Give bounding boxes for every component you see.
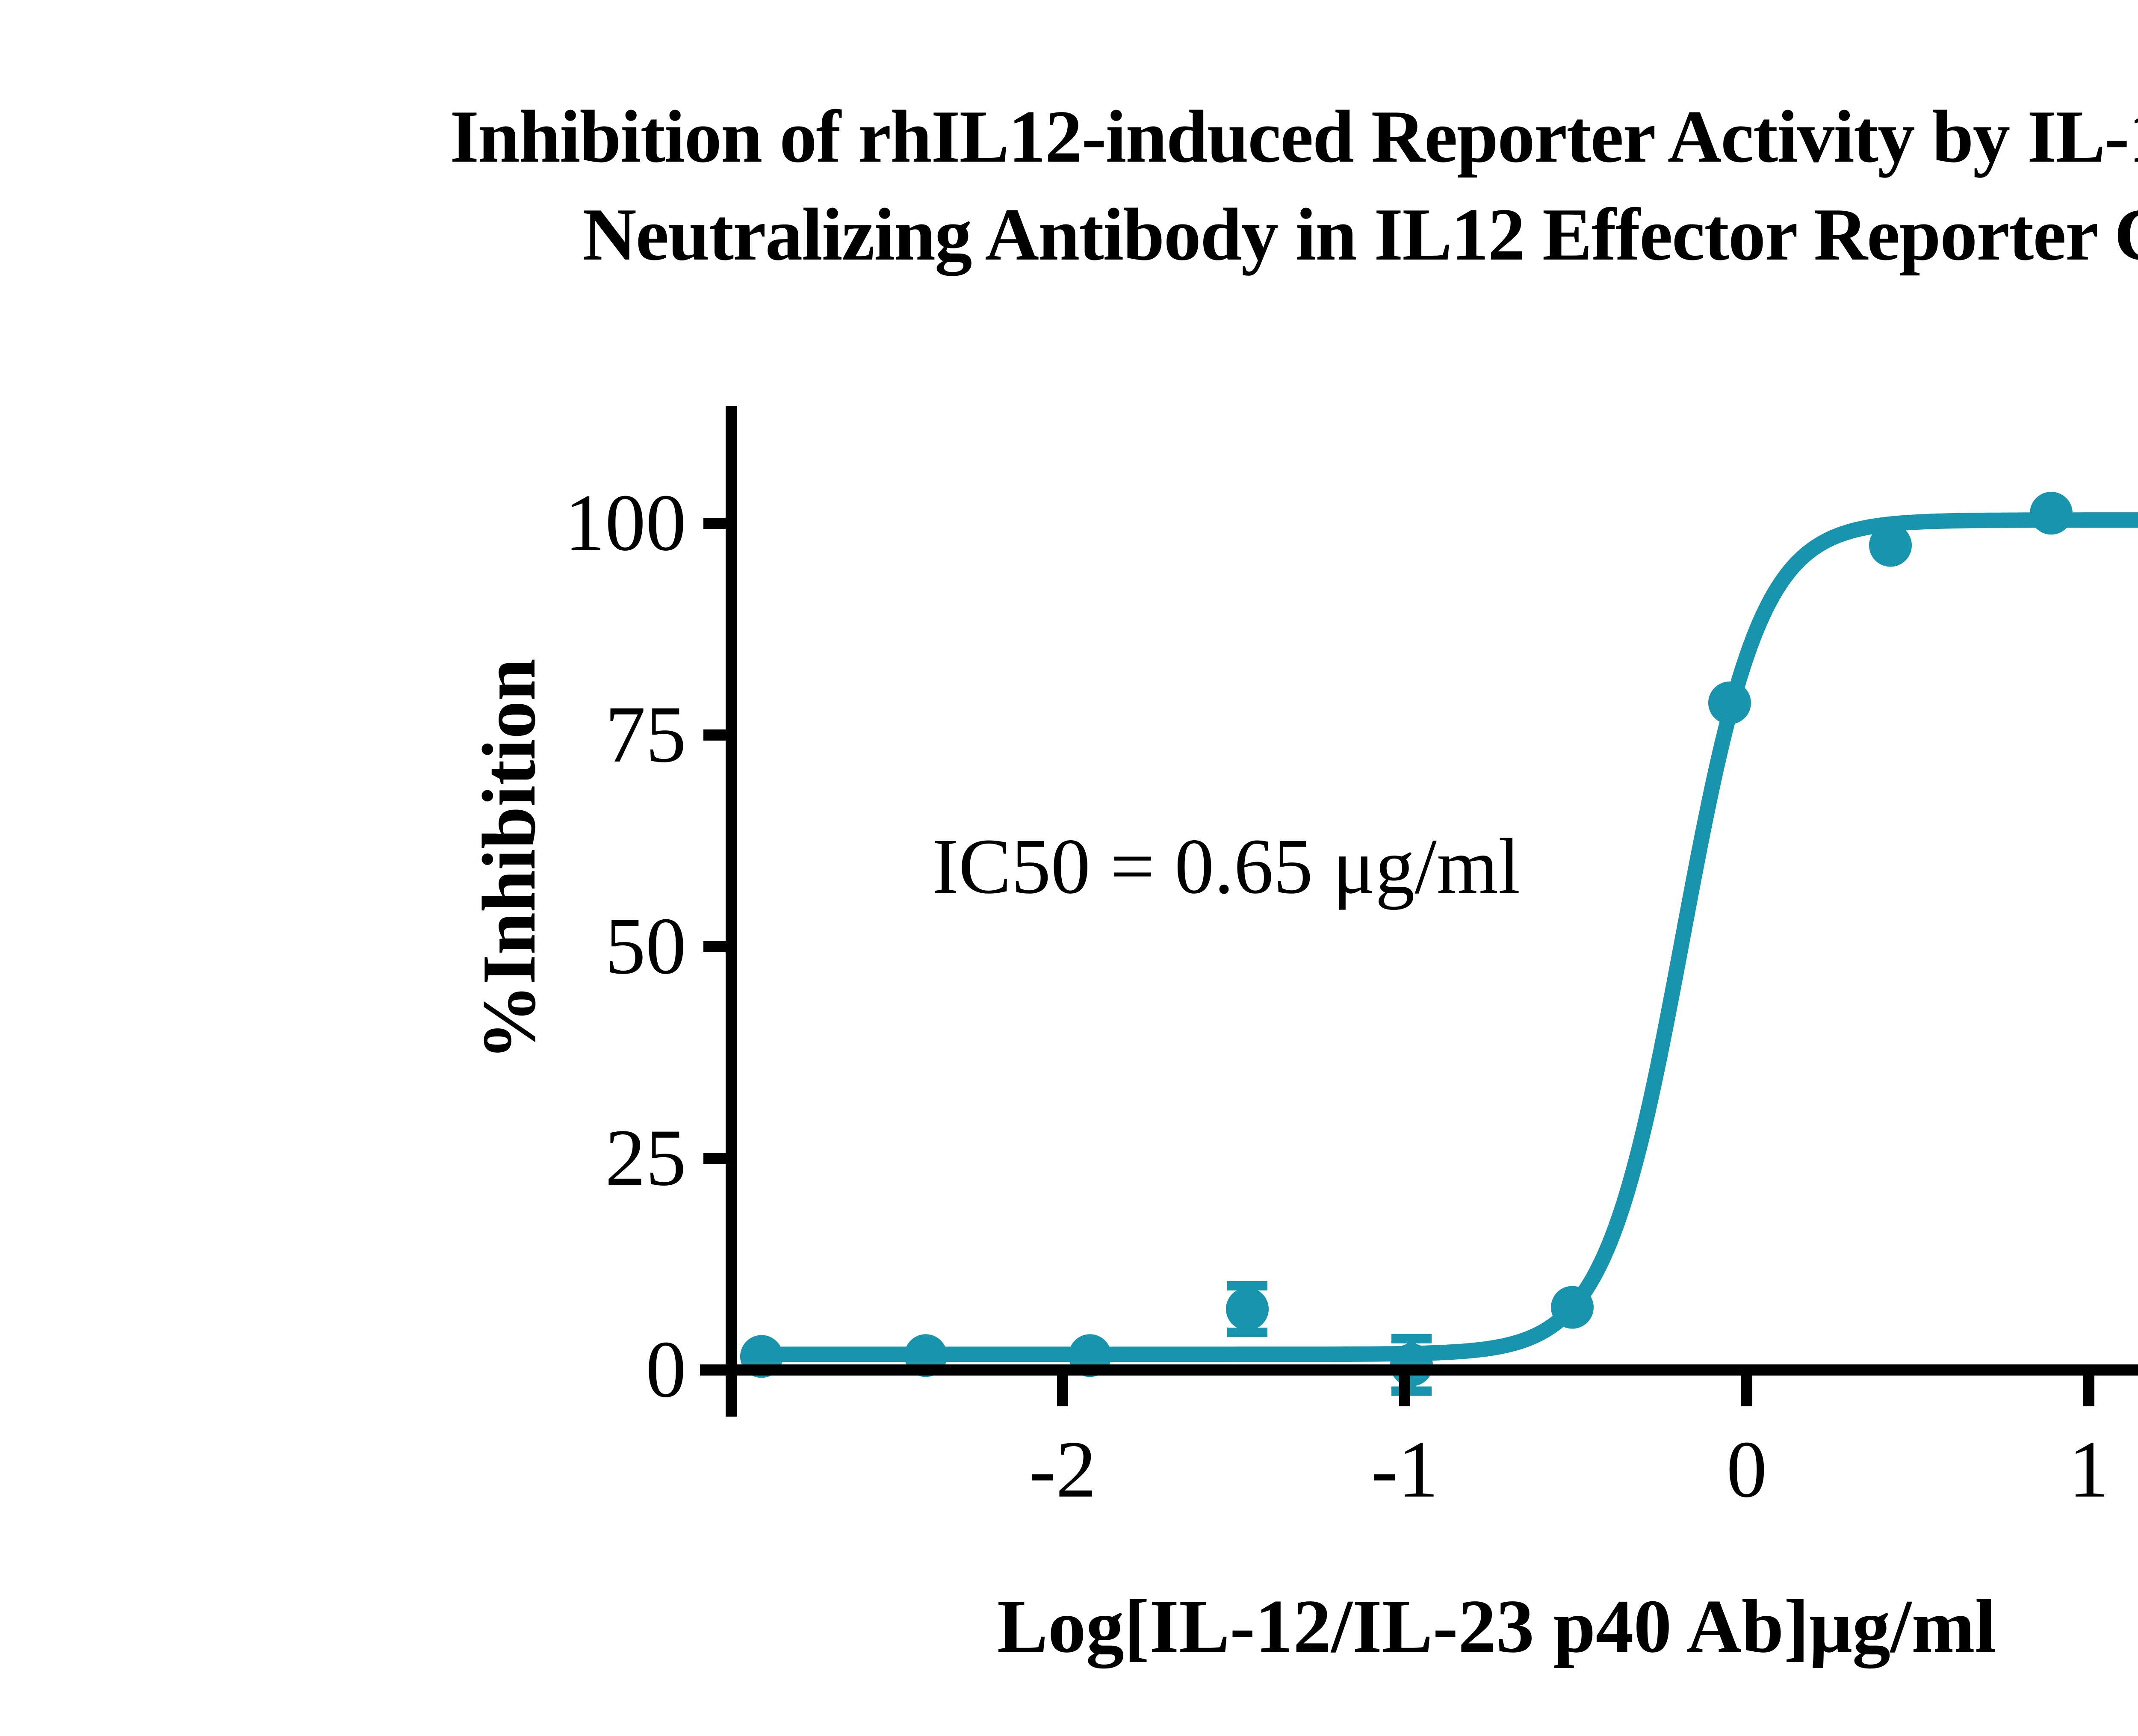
data-point-marker bbox=[2030, 492, 2073, 535]
x-tick-label: -2 bbox=[1029, 1425, 1096, 1515]
x-tick-label: -1 bbox=[1371, 1425, 1438, 1515]
tick-labels-group: 0 25 50 75 100 -2 -1 0 1 bbox=[564, 478, 2109, 1515]
y-tick-label: 100 bbox=[564, 478, 686, 568]
y-tick-label: 0 bbox=[646, 1325, 686, 1414]
data-point-marker bbox=[1869, 524, 1912, 567]
y-tick-label: 50 bbox=[605, 901, 686, 991]
chart-title-line-1: Inhibition of rhIL12-induced Reporter Ac… bbox=[450, 95, 2138, 178]
axes-group bbox=[700, 406, 2138, 1417]
series-group bbox=[740, 492, 2138, 1396]
y-tick-label: 25 bbox=[605, 1113, 686, 1203]
y-axis-title: %Inhibition bbox=[467, 658, 551, 1060]
x-tick-label: 1 bbox=[2069, 1425, 2109, 1515]
data-point-marker bbox=[1226, 1287, 1269, 1331]
data-point-marker bbox=[1708, 681, 1751, 724]
fit-curve bbox=[757, 512, 2138, 1362]
chart-title: Inhibition of rhIL12-induced Reporter Ac… bbox=[0, 88, 2138, 284]
data-point-marker bbox=[1551, 1286, 1594, 1329]
x-tick-label: 0 bbox=[1727, 1425, 1767, 1515]
x-axis-title: Log[IL-12/IL-23 p40 Ab]μg/ml bbox=[997, 1584, 1996, 1668]
chart-title-line-2: Neutralizing Antibody in IL12 Effector R… bbox=[582, 193, 2138, 276]
ic50-annotation: IC50 = 0.65 μg/ml bbox=[932, 823, 1521, 910]
y-tick-label: 75 bbox=[605, 690, 686, 779]
